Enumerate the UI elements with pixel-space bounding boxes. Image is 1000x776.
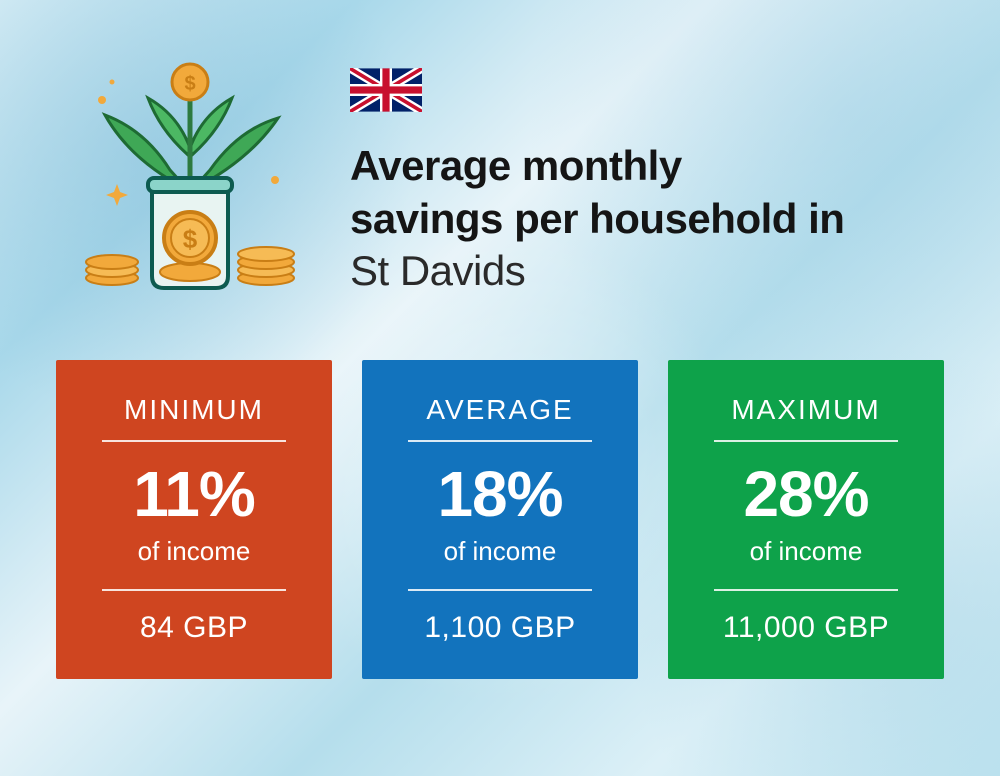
svg-text:$: $ [184,73,195,95]
coin-stack-left-icon [86,255,138,285]
divider [408,440,592,442]
card-maximum: MAXIMUM 28% of income 11,000 GBP [668,360,944,679]
coin-stack-right-icon [238,247,294,285]
cards-row: MINIMUM 11% of income 84 GBP AVERAGE 18%… [0,320,1000,679]
divider [102,589,286,591]
card-percent: 18% [390,462,610,526]
card-average: AVERAGE 18% of income 1,100 GBP [362,360,638,679]
divider [714,589,898,591]
card-amount: 11,000 GBP [696,611,916,645]
title-line-1: Average monthly [350,140,930,193]
title-city: St Davids [350,245,930,298]
card-percent: 28% [696,462,916,526]
title-line-2: savings per household in [350,193,930,246]
svg-text:$: $ [183,224,198,254]
card-amount: 1,100 GBP [390,611,610,645]
uk-flag-icon [350,68,422,112]
card-percent: 11% [84,462,304,526]
divider [714,440,898,442]
card-amount: 84 GBP [84,611,304,645]
card-label: MINIMUM [84,394,304,426]
savings-illustration: $ $ [70,60,310,300]
card-label: AVERAGE [390,394,610,426]
card-minimum: MINIMUM 11% of income 84 GBP [56,360,332,679]
header: $ $ [0,0,1000,320]
card-of-income: of income [390,536,610,567]
card-label: MAXIMUM [696,394,916,426]
title-block: Average monthly savings per household in… [350,60,930,298]
divider [408,589,592,591]
divider [102,440,286,442]
top-coin-icon: $ [172,64,208,100]
card-of-income: of income [696,536,916,567]
jar-icon: $ [148,178,232,288]
card-of-income: of income [84,536,304,567]
